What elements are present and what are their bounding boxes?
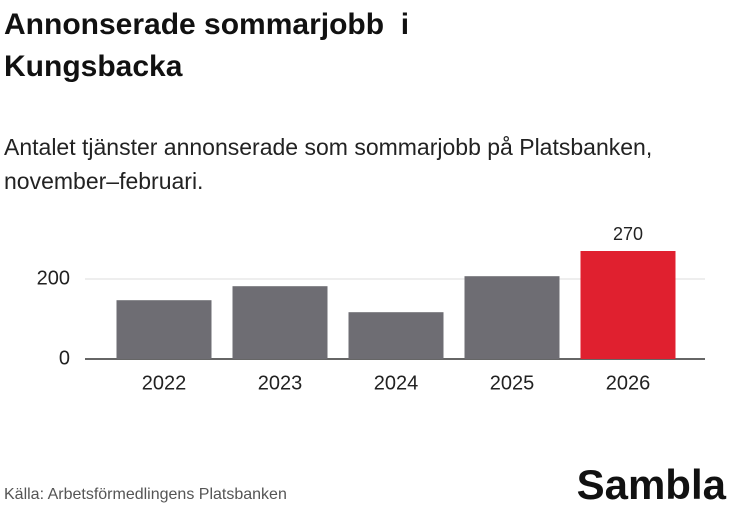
x-tick-label: 2024 <box>374 372 419 394</box>
y-tick-label: 0 <box>59 347 70 369</box>
x-tick-label: 2023 <box>258 372 303 394</box>
chart-title: Annonserade sommarjobb i Kungsbacka <box>4 8 418 83</box>
y-tick-label: 200 <box>37 267 70 289</box>
bar <box>348 312 444 359</box>
logo: Sambla <box>577 461 727 508</box>
bar <box>232 286 328 359</box>
bar <box>464 276 560 359</box>
bar <box>116 300 212 359</box>
bar <box>580 251 676 359</box>
chart-subtitle: Antalet tjänster annonserade som sommarj… <box>4 134 653 194</box>
x-tick-label: 2025 <box>490 372 535 394</box>
x-tick-label: 2022 <box>142 372 187 394</box>
x-tick-label: 2026 <box>606 372 651 394</box>
data-label: 270 <box>613 224 643 244</box>
source: Källa: Arbetsförmedlingens Platsbanken <box>4 486 287 503</box>
